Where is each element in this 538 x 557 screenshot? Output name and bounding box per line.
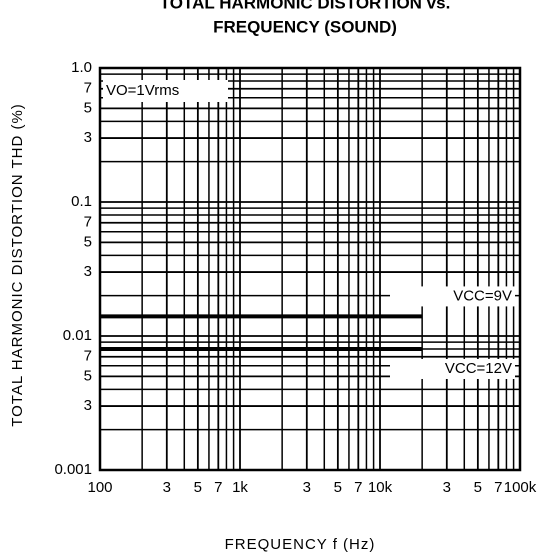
y-tick-label: 3 xyxy=(84,263,92,280)
legend-bg xyxy=(390,286,515,307)
x-tick-label: 5 xyxy=(474,479,482,496)
y-tick-label: 5 xyxy=(84,367,92,384)
x-tick-label: 3 xyxy=(303,479,311,496)
x-tick-label: 10k xyxy=(368,479,393,496)
x-tick-label: 1k xyxy=(232,479,248,496)
y-tick-label: 1.0 xyxy=(71,59,92,76)
y-tick-label: 7 xyxy=(84,80,92,97)
y-tick-label: 7 xyxy=(84,214,92,231)
chart-title: FREQUENCY (SOUND) xyxy=(213,17,397,36)
x-tick-label: 7 xyxy=(214,479,222,496)
y-tick-label: 0.01 xyxy=(63,327,92,344)
annotation-bg xyxy=(103,80,228,102)
x-tick-label: 7 xyxy=(494,479,502,496)
y-axis-label: TOTAL HARMONIC DISTORTION THD (%) xyxy=(9,103,26,427)
x-axis-label: FREQUENCY f (Hz) xyxy=(225,536,376,553)
y-tick-label: 5 xyxy=(84,233,92,250)
x-tick-label: 7 xyxy=(354,479,362,496)
legend-label: VCC=9V xyxy=(453,287,512,304)
y-tick-label: 0.1 xyxy=(71,193,92,210)
annotation: VO=1Vrms xyxy=(106,82,179,99)
plot-frame xyxy=(98,66,522,472)
y-tick-label: 7 xyxy=(84,348,92,365)
x-tick-label: 100 xyxy=(87,479,112,496)
legend-bg xyxy=(390,358,515,379)
x-tick-label: 3 xyxy=(443,479,451,496)
x-tick-label: 5 xyxy=(194,479,202,496)
x-tick-label: 100k xyxy=(504,479,537,496)
x-tick-label: 5 xyxy=(334,479,342,496)
y-tick-label: 5 xyxy=(84,99,92,116)
x-tick-label: 3 xyxy=(163,479,171,496)
y-tick-label: 3 xyxy=(84,397,92,414)
y-tick-label: 3 xyxy=(84,129,92,146)
chart-title: TOTAL HARMONIC DISTORTION vs. xyxy=(160,0,451,12)
y-tick-label: 0.001 xyxy=(54,461,92,478)
legend-label: VCC=12V xyxy=(445,360,512,377)
